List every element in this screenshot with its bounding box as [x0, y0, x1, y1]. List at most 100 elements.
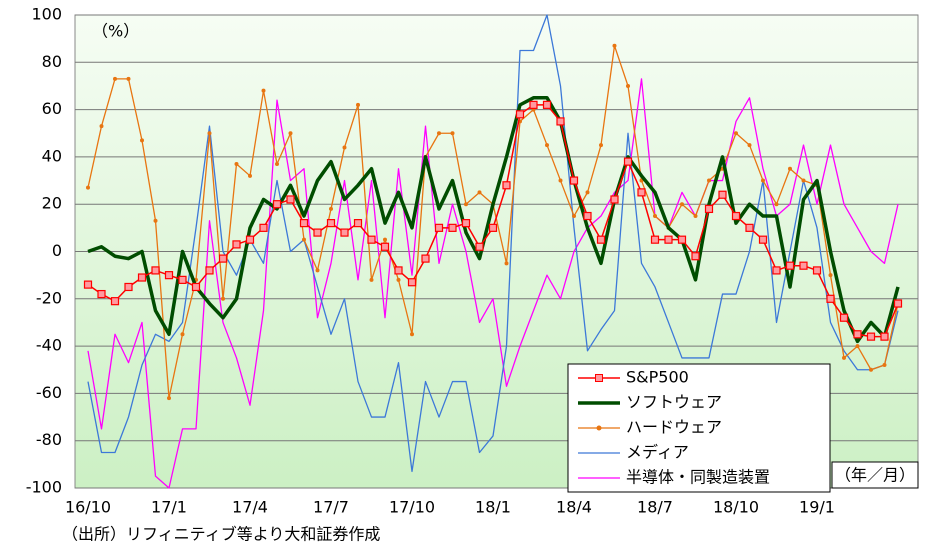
data-point	[747, 143, 752, 148]
data-point	[704, 204, 714, 214]
y-tick-label: -60	[36, 383, 62, 402]
x-tick-label: 16/10	[65, 498, 111, 517]
data-point	[812, 266, 822, 275]
data-point	[785, 261, 795, 270]
data-point	[329, 206, 333, 211]
data-point	[585, 190, 590, 195]
data-point	[680, 202, 684, 207]
data-point	[893, 299, 903, 308]
data-point	[288, 131, 293, 136]
y-tick-label: -20	[36, 288, 62, 307]
data-point	[326, 219, 336, 228]
data-point	[205, 266, 214, 275]
data-point	[772, 266, 781, 275]
data-point	[137, 273, 147, 282]
data-point	[153, 218, 158, 223]
data-point	[232, 240, 241, 249]
data-point	[596, 235, 606, 244]
data-point	[383, 237, 387, 242]
legend-label: 半導体・同製造装置	[626, 468, 770, 487]
x-tick-label: 17/10	[389, 498, 435, 517]
data-point	[380, 242, 390, 251]
data-point	[356, 102, 360, 107]
data-point	[842, 355, 846, 360]
x-unit-label: （年／月）	[835, 466, 915, 485]
data-point	[245, 235, 255, 244]
data-point	[529, 100, 538, 109]
y-tick-label: 20	[42, 194, 62, 213]
x-tick-label: 18/10	[713, 498, 759, 517]
data-point	[140, 138, 144, 143]
data-point	[461, 219, 471, 228]
data-point	[691, 252, 700, 261]
data-point	[745, 223, 754, 232]
data-point	[542, 100, 552, 109]
legend-marker	[596, 425, 602, 431]
data-point	[99, 124, 104, 129]
x-tick-label: 17/1	[151, 498, 187, 517]
data-point	[477, 190, 482, 195]
data-point	[626, 83, 630, 88]
data-point	[866, 332, 876, 341]
data-point	[342, 145, 347, 150]
data-point	[558, 178, 563, 183]
data-point	[437, 131, 441, 136]
y-tick-label: -80	[36, 430, 62, 449]
data-point	[97, 289, 106, 299]
data-point	[761, 178, 765, 183]
data-point	[191, 282, 201, 292]
legend-label: メディア	[626, 443, 689, 462]
data-point	[315, 268, 320, 273]
x-tick-label: 18/7	[637, 498, 673, 517]
x-unit-box	[831, 461, 919, 489]
y-tick-label: -100	[26, 478, 62, 497]
x-tick-label: 18/1	[475, 498, 511, 517]
data-point	[261, 88, 266, 93]
series-line	[87, 78, 899, 489]
data-point	[259, 223, 268, 232]
data-point	[164, 271, 174, 280]
data-point	[302, 237, 306, 242]
data-point	[272, 200, 282, 209]
x-tick-label: 17/7	[313, 498, 349, 517]
data-point	[664, 235, 673, 244]
data-point	[394, 266, 403, 275]
data-point	[707, 178, 711, 183]
data-point	[599, 143, 603, 148]
data-point	[221, 296, 225, 301]
data-point	[502, 181, 511, 190]
data-point	[623, 157, 633, 166]
data-point	[731, 211, 741, 221]
y-unit-label: （%）	[92, 22, 139, 41]
data-point	[583, 211, 592, 221]
data-point	[545, 143, 549, 148]
data-point	[450, 131, 455, 136]
data-point	[826, 294, 835, 303]
data-point	[515, 110, 525, 119]
legend-label: ソフトウェア	[626, 393, 722, 412]
data-point	[113, 76, 117, 81]
data-point	[151, 266, 160, 275]
data-point	[880, 332, 889, 341]
y-tick-label: 60	[42, 99, 62, 118]
data-point	[734, 131, 738, 136]
data-point	[853, 330, 862, 339]
y-tick-label: 80	[42, 52, 62, 71]
data-point	[248, 173, 252, 178]
data-point	[788, 166, 792, 171]
data-point	[369, 277, 374, 282]
data-point	[556, 117, 565, 126]
data-point	[180, 332, 185, 337]
data-point	[869, 367, 873, 372]
data-point	[234, 161, 239, 166]
data-point	[124, 282, 133, 292]
data-point	[650, 235, 660, 244]
data-point	[126, 76, 131, 81]
data-point	[464, 202, 468, 207]
data-point	[475, 242, 484, 251]
data-point	[396, 277, 401, 282]
data-point	[882, 363, 887, 368]
data-point	[207, 131, 212, 136]
data-point	[828, 273, 833, 278]
